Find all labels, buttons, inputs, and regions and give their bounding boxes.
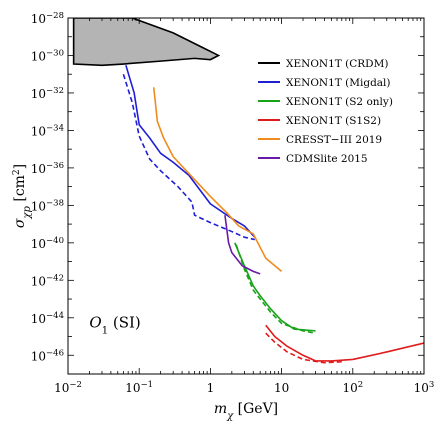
legend-label: XENON1T (S1S2) <box>286 115 381 127</box>
legend-label: XENON1T (S2 only) <box>286 96 393 108</box>
plot-area <box>67 17 425 375</box>
series-layer <box>72 18 424 364</box>
x-tick-label: 10 <box>274 381 289 395</box>
legend-item-cdmslite-2015: CDMSlite 2015 <box>258 153 368 165</box>
y-tick-label: 10−46 <box>31 348 64 363</box>
x-tick-label: 103 <box>414 380 435 395</box>
plot-frame <box>67 17 425 375</box>
legend-item-xenon1t-migdal: XENON1T (Migdal) <box>258 77 391 89</box>
y-tick-label: 10−38 <box>31 198 64 213</box>
y-tick-label: 10−44 <box>31 311 64 326</box>
y-tick-label: 10−32 <box>31 86 64 101</box>
x-axis-label-subscript: χ <box>226 411 234 422</box>
y-axis-label: σχp [cm2] <box>12 164 33 228</box>
x-axis-label-unit: [GeV] <box>233 401 278 417</box>
y-axis-label-subscript: χp <box>22 206 33 220</box>
x-tick-label: 102 <box>342 380 363 395</box>
ticks-layer <box>67 17 425 375</box>
annotation-symbol: O <box>89 314 101 332</box>
x-axis-label-symbol: m <box>214 401 227 417</box>
y-axis-label-unit-suffix: ] <box>12 164 28 169</box>
tick-labels-layer: 10−2 10−1 1 10 102 103 10−28 10−30 10−32 10−34 10−… <box>31 11 435 395</box>
xenon1t-s2-only-curve <box>234 242 316 332</box>
xenon1t-s1s2-dashed-curve <box>265 332 342 364</box>
cresst-iii-2019-curve <box>152 87 283 272</box>
y-axis-label-unit-prefix: [cm <box>12 175 28 206</box>
legend: XENON1T (CRDM) XENON1T (Migdal) XENON1T (S… <box>258 58 393 165</box>
annotation-text: (SI) <box>108 314 141 332</box>
legend-label: XENON1T (Migdal) <box>286 77 391 89</box>
legend-label: XENON1T (CRDM) <box>286 58 388 70</box>
x-tick-label: 10−2 <box>54 380 82 395</box>
y-tick-label: 10−30 <box>31 48 64 63</box>
xenon1t-migdal-curve <box>125 65 256 238</box>
y-tick-label: 10−28 <box>31 11 64 26</box>
x-tick-label: 10−1 <box>125 380 153 395</box>
legend-item-xenon1t-s2-only: XENON1T (S2 only) <box>258 96 393 108</box>
y-tick-label: 10−34 <box>31 123 64 138</box>
xenon1t-crdm-excluded-region <box>72 18 221 67</box>
operator-annotation: O1 (SI) <box>89 314 140 337</box>
xenon1t-migdal-dashed-curve <box>122 73 255 241</box>
x-tick-label: 1 <box>207 381 215 395</box>
cdmslite-2015-curve <box>224 215 261 275</box>
legend-label: CDMSlite 2015 <box>286 153 368 165</box>
legend-item-xenon1t-s1s2: XENON1T (S1S2) <box>258 115 381 127</box>
xenon1t-s2-only-dashed-curve <box>235 244 316 335</box>
y-tick-label: 10−42 <box>31 273 64 288</box>
y-axis-label-unit-sup: 2 <box>12 169 22 175</box>
legend-item-cresst-iii-2019: CRESST−III 2019 <box>258 134 382 146</box>
x-axis-label: mχ [GeV] <box>214 401 278 422</box>
xenon1t-s1s2-curve <box>265 324 424 362</box>
y-tick-label: 10−36 <box>31 161 64 176</box>
annotation-subscript: 1 <box>102 325 108 336</box>
legend-label: CRESST−III 2019 <box>286 134 382 146</box>
legend-item-xenon1t-crdm: XENON1T (CRDM) <box>258 58 388 70</box>
y-tick-label: 10−40 <box>31 236 64 251</box>
y-axis-label-symbol: σ <box>12 218 28 228</box>
